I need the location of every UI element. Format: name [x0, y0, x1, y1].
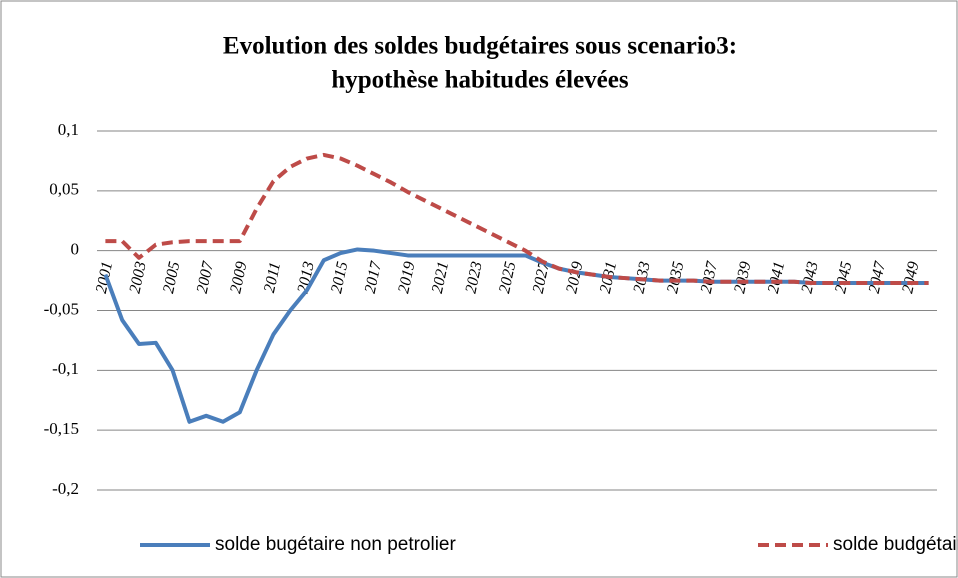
x-tick-label: 2011	[261, 261, 284, 295]
x-tick-label: 2021	[429, 260, 452, 295]
x-tick-label: 2009	[227, 260, 250, 295]
x-tick-label: 2035	[664, 260, 687, 295]
y-tick-label: -0,05	[44, 299, 79, 318]
series-line	[105, 152, 929, 285]
y-tick-label: -0,15	[44, 419, 79, 438]
y-tick-label: -0,1	[52, 359, 79, 378]
x-tick-label: 2005	[160, 260, 183, 295]
x-tick-label: 2003	[127, 260, 150, 295]
x-tick-label: 2039	[731, 260, 754, 295]
x-tick-label: 2017	[362, 259, 385, 295]
legend-label: solde budgétaire	[833, 534, 958, 555]
chart-title: Evolution des soldes budgétaires sous sc…	[223, 33, 737, 60]
y-tick-label: -0,2	[52, 479, 79, 498]
x-tick-label: 2019	[395, 260, 418, 295]
y-tick-label: 0,1	[58, 120, 79, 139]
x-tick-label: 2027	[530, 259, 553, 295]
x-tick-label: 2037	[698, 259, 721, 295]
y-tick-label: 0,05	[49, 180, 79, 199]
x-tick-label: 2045	[832, 260, 855, 295]
x-tick-label: 2041	[765, 260, 788, 295]
legend-label: solde bugétaire non petrolier	[215, 534, 457, 555]
x-tick-label: 2049	[899, 260, 922, 295]
x-tick-label: 2043	[799, 260, 822, 295]
x-tick-label: 2013	[295, 260, 318, 295]
x-tick-label: 2007	[194, 259, 217, 295]
x-tick-label: 2025	[496, 260, 519, 295]
x-tick-label: 2015	[328, 260, 351, 295]
x-tick-label: 2047	[866, 259, 889, 295]
x-tick-label: 2023	[463, 260, 486, 295]
y-tick-label: 0	[71, 240, 80, 259]
chart-title: hypothèse habitudes élevées	[331, 67, 629, 94]
